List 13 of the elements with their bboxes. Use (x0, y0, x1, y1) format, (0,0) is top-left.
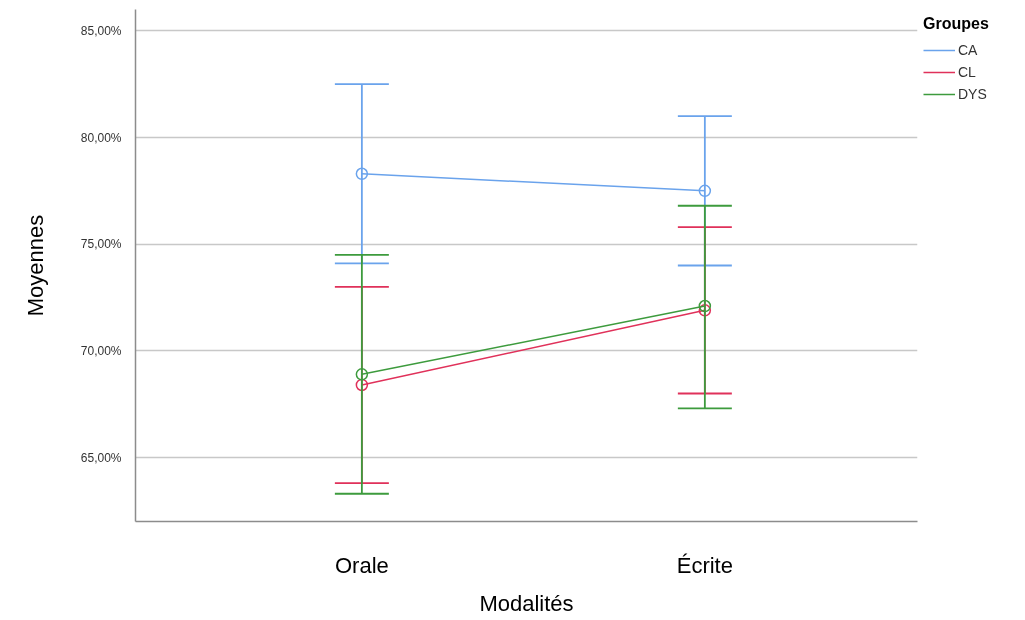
y-tick-label: 75,00% (80, 237, 122, 252)
x-axis-title: Modalités (479, 590, 574, 616)
y-tick-label: 65,00% (80, 450, 122, 465)
y-tick-label: 70,00% (80, 343, 122, 358)
legend-title: Groupes (923, 15, 989, 33)
x-tick-label: Orale (334, 552, 389, 578)
y-tick-label: 85,00% (80, 23, 122, 38)
legend-label: CA (958, 42, 978, 58)
y-axis-title: Moyennes (22, 214, 48, 317)
y-tick-label: 80,00% (80, 130, 122, 145)
legend-label: CL (958, 64, 977, 80)
legend-label: DYS (958, 86, 987, 102)
x-tick-label: Écrite (676, 552, 733, 578)
